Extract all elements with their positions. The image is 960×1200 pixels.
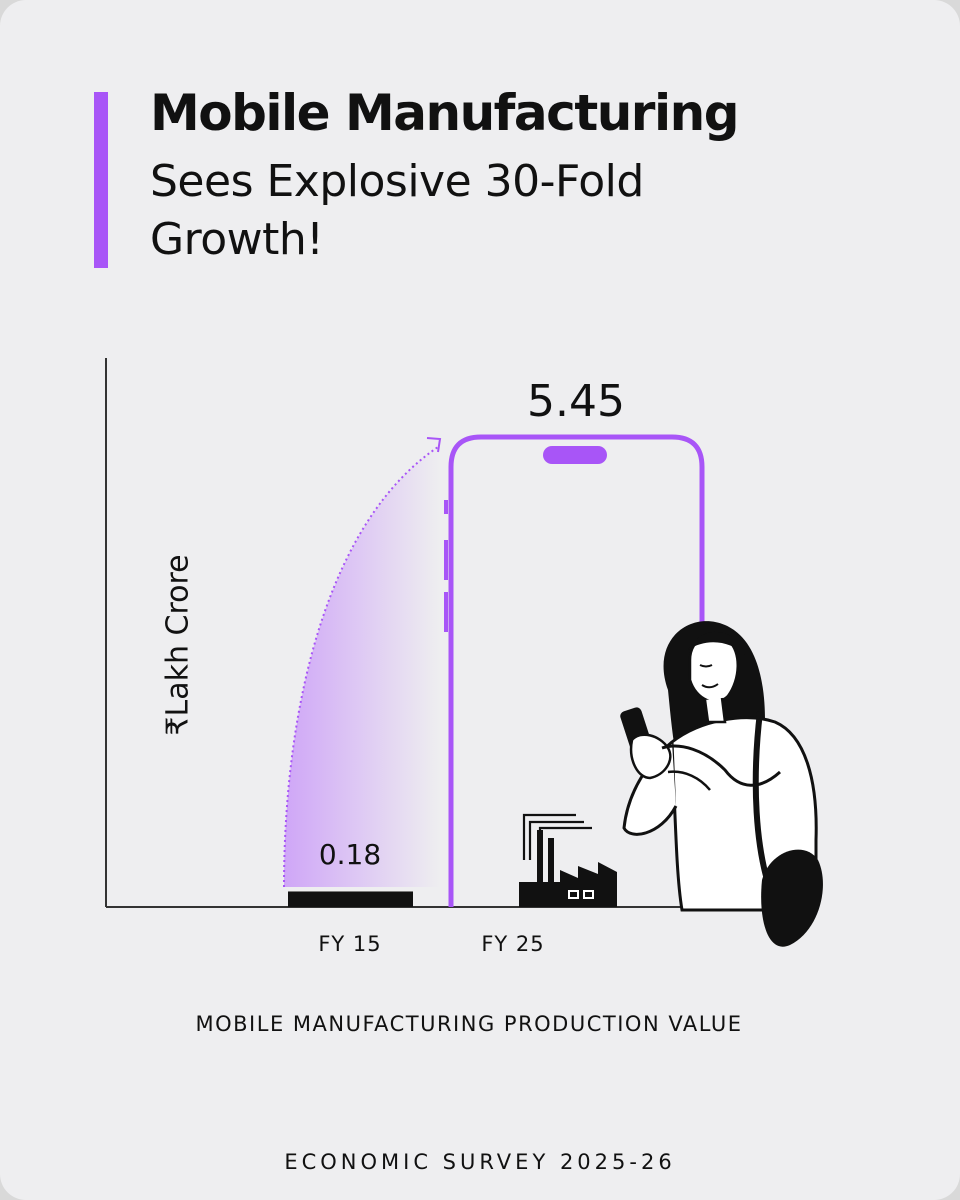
woman-with-phone-illustration xyxy=(620,621,823,947)
x-tick-label-fy15: FY 15 xyxy=(318,932,382,956)
factory-icon xyxy=(519,813,617,907)
x-tick-label-fy25: FY 25 xyxy=(481,932,545,956)
bar-fy25-phone xyxy=(444,434,705,907)
phone-side-button xyxy=(444,592,448,632)
bar-fy15 xyxy=(288,891,413,907)
data-label-fy15: 0.18 xyxy=(318,838,382,871)
phone-side-button xyxy=(444,540,448,580)
phone-notch xyxy=(543,446,607,464)
page-subtitle-line-2: Growth! xyxy=(150,214,324,265)
page-subtitle-line-1: Sees Explosive 30-Fold xyxy=(150,156,644,207)
phone-side-button xyxy=(444,500,448,514)
x-axis-label: MOBILE MANUFACTURING PRODUCTION VALUE xyxy=(195,1012,743,1036)
phone-side-button xyxy=(700,545,704,605)
y-axis-label: ₹Lakh Crore xyxy=(160,554,196,736)
accent-bar xyxy=(94,92,108,268)
phone-outline-icon xyxy=(448,434,705,907)
page-title: Mobile Manufacturing xyxy=(150,84,740,142)
growth-arrow-icon xyxy=(283,437,442,888)
growth-gradient xyxy=(284,445,440,887)
source-footer: ECONOMIC SURVEY 2025-26 xyxy=(284,1150,676,1174)
data-label-fy25: 5.45 xyxy=(527,376,625,427)
